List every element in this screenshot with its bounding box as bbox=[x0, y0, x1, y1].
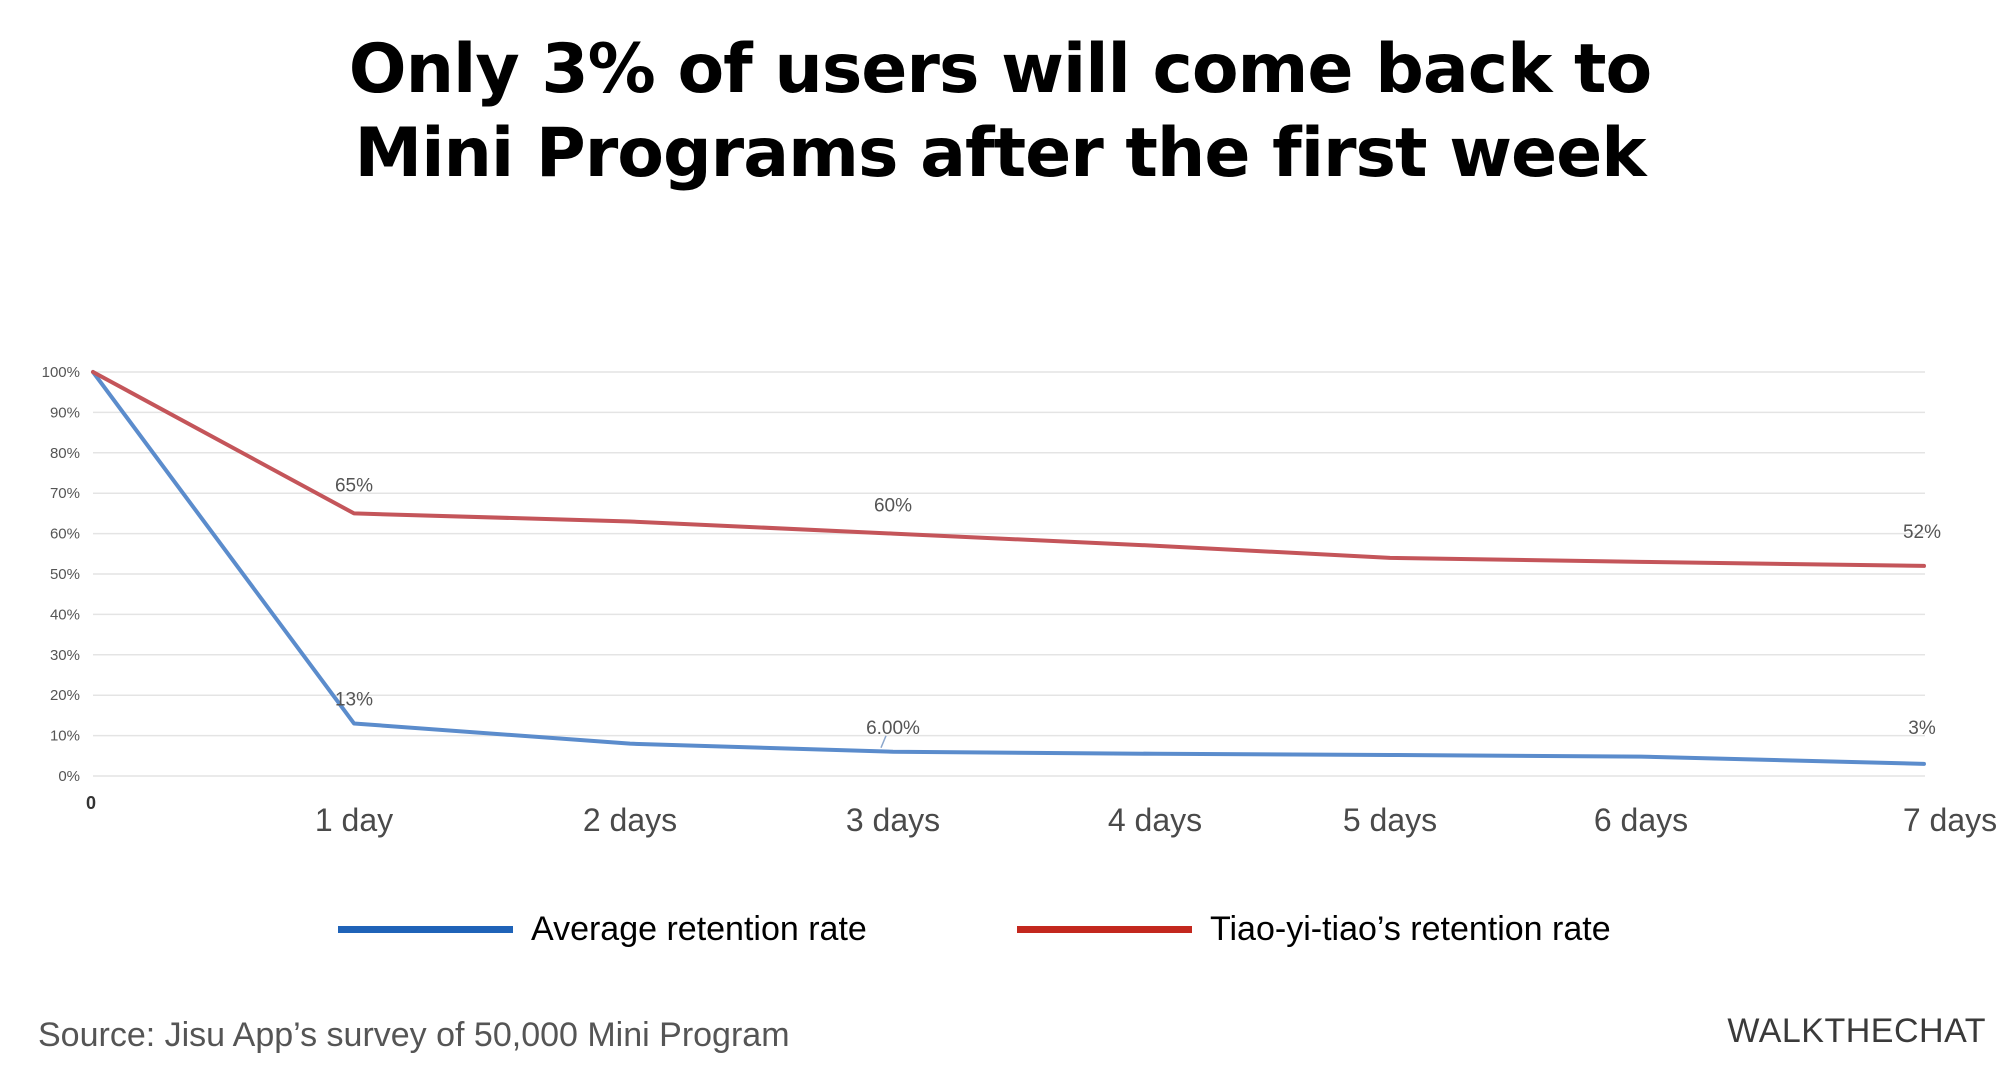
x-tick-label: 6 days bbox=[1594, 802, 1688, 838]
y-tick-label: 0% bbox=[58, 768, 80, 785]
legend-item-tiao-yi-tiao: Tiao-yi-tiao’s retention rate bbox=[1017, 910, 1611, 949]
y-tick-label: 60% bbox=[50, 526, 80, 543]
legend-swatch-average bbox=[338, 926, 513, 933]
y-tick-label: 40% bbox=[50, 606, 80, 623]
y-tick-label: 20% bbox=[50, 687, 80, 704]
y-tick-label: 10% bbox=[50, 728, 80, 745]
chart-legend: Average retention rate Tiao-yi-tiao’s re… bbox=[0, 910, 2000, 960]
x-tick-label: 0 bbox=[86, 793, 96, 813]
data-label: 52% bbox=[1903, 522, 1941, 543]
data-label: 65% bbox=[335, 475, 373, 496]
source-note: Source: Jisu App’s survey of 50,000 Mini… bbox=[38, 1016, 790, 1054]
y-tick-label: 90% bbox=[50, 404, 80, 421]
x-tick-label: 4 days bbox=[1108, 802, 1202, 838]
y-tick-label: 30% bbox=[50, 647, 80, 664]
x-tick-label: 7 days bbox=[1903, 802, 1997, 838]
chart-title-line-1: Only 3% of users will come back to bbox=[348, 30, 1652, 109]
legend-swatch-tiao-yi-tiao bbox=[1017, 926, 1192, 933]
y-tick-label: 70% bbox=[50, 485, 80, 502]
y-tick-label: 80% bbox=[50, 445, 80, 462]
data-label: 60% bbox=[874, 496, 912, 517]
label-leader-line bbox=[880, 735, 887, 749]
chart-title: Only 3% of users will come back to Mini … bbox=[0, 28, 2000, 196]
x-tick-label: 2 days bbox=[583, 802, 677, 838]
data-label: 6.00% bbox=[866, 718, 920, 739]
legend-item-average: Average retention rate bbox=[338, 910, 867, 949]
legend-label-average: Average retention rate bbox=[531, 910, 867, 948]
y-tick-label: 100% bbox=[42, 364, 80, 381]
data-label: 3% bbox=[1908, 718, 1936, 739]
series-line-tiao-yi-tiao bbox=[91, 370, 1926, 568]
x-tick-label: 5 days bbox=[1343, 802, 1437, 838]
data-label: 13% bbox=[335, 689, 373, 710]
brand-logo-text: WALKTHECHAT bbox=[1727, 1012, 1986, 1050]
series-line-average bbox=[91, 370, 1926, 766]
chart-title-line-2: Mini Programs after the first week bbox=[354, 114, 1647, 193]
x-tick-label: 3 days bbox=[846, 802, 940, 838]
legend-label-tiao-yi-tiao: Tiao-yi-tiao’s retention rate bbox=[1210, 910, 1611, 948]
y-tick-label: 50% bbox=[50, 566, 80, 583]
x-tick-label: 1 day bbox=[315, 802, 393, 838]
